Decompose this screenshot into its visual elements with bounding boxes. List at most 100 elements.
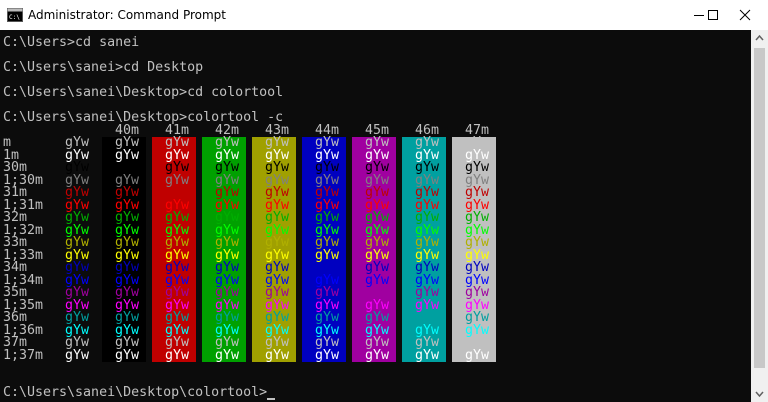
color-sample: gYw	[265, 347, 290, 363]
svg-text:C:\: C:\	[9, 14, 20, 21]
color-sample: gYw	[115, 185, 140, 200]
color-sample: gYw	[465, 222, 490, 238]
command-line: C:\Users>cd sanei	[3, 35, 140, 50]
color-sample: gYw	[265, 260, 290, 275]
color-sample: gYw	[265, 147, 290, 163]
color-sample: gYw	[315, 272, 340, 288]
color-sample: gYw	[315, 260, 340, 275]
color-sample: gYw	[415, 185, 440, 200]
row-label: 36m	[3, 310, 28, 325]
color-sample: gYw	[415, 310, 440, 325]
color-sample: gYw	[365, 235, 390, 250]
title-bar: C:\ Administrator: Command Prompt	[0, 0, 768, 30]
color-sample: gYw	[215, 272, 240, 288]
color-sample: gYw	[65, 310, 90, 325]
color-sample: gYw	[265, 135, 290, 150]
row-label: 37m	[3, 335, 28, 350]
color-sample: gYw	[315, 322, 340, 338]
color-sample: gYw	[215, 197, 240, 213]
color-sample: gYw	[115, 335, 140, 350]
color-sample: gYw	[165, 185, 190, 200]
color-sample: gYw	[365, 310, 390, 325]
color-sample: gYw	[115, 160, 140, 175]
background-block	[252, 137, 296, 362]
color-sample: gYw	[365, 272, 390, 288]
column-header: 43m	[265, 122, 290, 138]
close-button[interactable]	[722, 0, 768, 30]
color-sample: gYw	[65, 147, 90, 163]
color-sample: gYw	[415, 247, 440, 263]
column-header: 45m	[365, 122, 390, 138]
color-sample: gYw	[315, 185, 340, 200]
color-sample: gYw	[65, 297, 90, 313]
minimize-button[interactable]	[676, 0, 722, 30]
color-sample: gYw	[65, 172, 90, 188]
color-sample: gYw	[465, 310, 490, 325]
maximize-button[interactable]	[690, 0, 736, 30]
color-sample: gYw	[65, 135, 90, 150]
color-sample: gYw	[365, 147, 390, 163]
column-header: 46m	[415, 122, 440, 138]
color-sample: gYw	[65, 322, 90, 338]
color-sample: gYw	[315, 147, 340, 163]
color-sample: gYw	[315, 210, 340, 225]
color-sample: gYw	[465, 172, 490, 188]
color-sample: gYw	[115, 147, 140, 163]
color-sample: gYw	[315, 222, 340, 238]
color-sample: gYw	[115, 210, 140, 225]
color-sample: gYw	[365, 185, 390, 200]
row-label: 1;34m	[3, 272, 44, 288]
cursor	[267, 397, 276, 400]
console: C:\Users>cd sanei C:\Users\sanei>cd Deskt…	[0, 30, 751, 402]
color-sample: gYw	[65, 260, 90, 275]
color-sample: gYw	[215, 135, 240, 150]
color-sample: gYw	[115, 285, 140, 300]
color-sample: gYw	[465, 235, 490, 250]
color-sample: gYw	[315, 335, 340, 350]
command-line: C:\Users\sanei>cd Desktop	[3, 60, 204, 75]
color-sample: gYw	[65, 285, 90, 300]
color-sample: gYw	[265, 322, 290, 338]
scrollbar[interactable]	[751, 30, 768, 402]
color-sample: gYw	[315, 297, 340, 313]
row-label: 34m	[3, 260, 28, 275]
prompt-line: C:\Users\sanei\Desktop\colortool>	[3, 386, 276, 400]
color-sample: gYw	[165, 347, 190, 363]
color-sample: gYw	[115, 172, 140, 188]
row-label: 35m	[3, 285, 28, 300]
color-sample: gYw	[465, 322, 490, 338]
color-sample: gYw	[365, 335, 390, 350]
color-sample: gYw	[415, 285, 440, 300]
color-sample: gYw	[265, 197, 290, 213]
color-sample: gYw	[65, 185, 90, 200]
color-sample: gYw	[215, 297, 240, 313]
color-sample: gYw	[215, 347, 240, 363]
color-sample: gYw	[215, 247, 240, 263]
row-label: m	[3, 135, 12, 150]
color-sample: gYw	[215, 335, 240, 350]
color-sample: gYw	[165, 335, 190, 350]
row-label: 1;31m	[3, 197, 44, 213]
color-sample: gYw	[115, 235, 140, 250]
color-sample: gYw	[315, 135, 340, 150]
color-sample: gYw	[65, 160, 90, 175]
color-sample: gYw	[415, 297, 440, 313]
color-sample: gYw	[365, 172, 390, 188]
background-block	[152, 137, 196, 362]
color-sample: gYw	[165, 247, 190, 263]
color-sample: gYw	[265, 272, 290, 288]
color-sample: gYw	[165, 172, 190, 188]
color-sample: gYw	[315, 172, 340, 188]
color-sample: gYw	[115, 347, 140, 363]
color-sample: gYw	[165, 197, 190, 213]
background-block	[102, 137, 146, 362]
color-sample: gYw	[65, 247, 90, 263]
color-sample: gYw	[265, 222, 290, 238]
color-sample: gYw	[465, 272, 490, 288]
color-sample: gYw	[165, 297, 190, 313]
color-sample: gYw	[165, 285, 190, 300]
color-sample: gYw	[365, 347, 390, 363]
color-sample: gYw	[65, 222, 90, 238]
color-sample: gYw	[365, 222, 390, 238]
color-sample: gYw	[115, 297, 140, 313]
